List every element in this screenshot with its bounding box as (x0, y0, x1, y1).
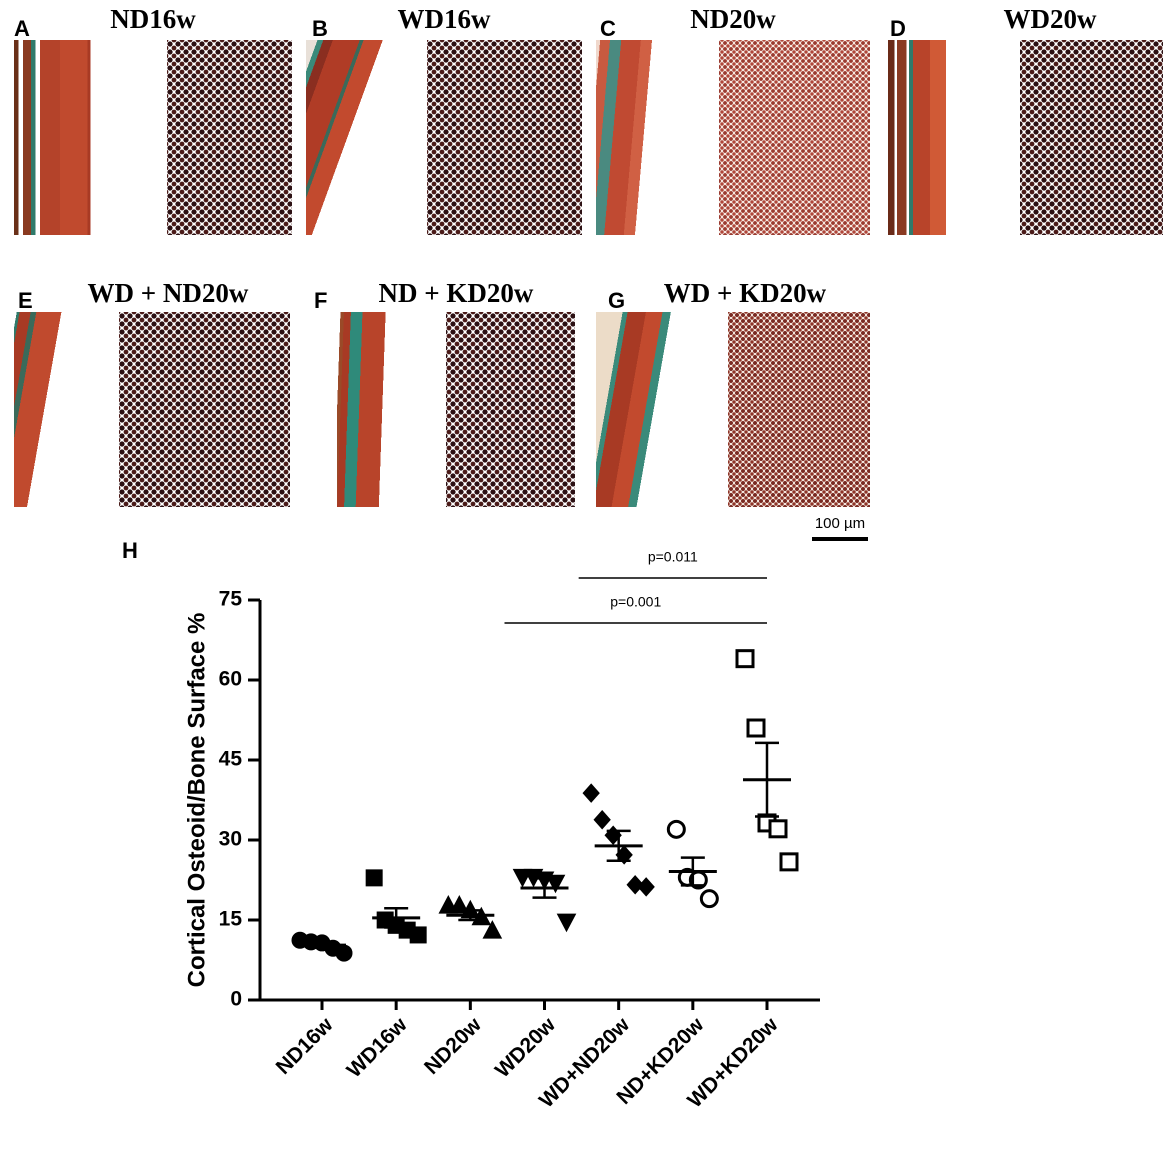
y-tick-label: 60 (219, 668, 242, 691)
data-point (482, 920, 503, 939)
panel-letter: D (890, 16, 906, 41)
cortical-bone (337, 312, 447, 507)
cortical-bone (14, 312, 119, 507)
panel-title: ND + KD20w (379, 278, 534, 308)
histology-image (14, 40, 292, 235)
data-point (582, 783, 600, 803)
data-point (735, 649, 755, 669)
cortical-bone (596, 40, 720, 235)
panel-letter: H (122, 538, 138, 563)
cortical-bone (14, 40, 167, 235)
histology-image (596, 40, 870, 235)
cortical-bone (596, 312, 728, 507)
panel-title: ND16w (110, 4, 196, 34)
data-point (409, 926, 427, 944)
p-value: p=0.001 (610, 594, 661, 610)
x-tick-label: WD16w (343, 1013, 413, 1083)
histology-image (14, 312, 290, 507)
panel-title: WD + ND20w (88, 278, 249, 308)
data-point (637, 877, 655, 897)
histology-image (596, 312, 870, 507)
data-point (626, 875, 644, 895)
data-point (746, 718, 766, 738)
panel-letter: C (600, 16, 616, 41)
data-point (666, 819, 686, 839)
panel-letter: F (314, 288, 327, 313)
panel-letter: A (14, 16, 30, 41)
histology-image (306, 40, 582, 235)
x-tick-label: WD20w (491, 1013, 561, 1083)
data-point (779, 852, 799, 872)
panel-title: WD16w (398, 4, 491, 34)
data-point (699, 889, 719, 909)
panel-title: WD20w (1004, 4, 1097, 34)
y-tick-label: 75 (219, 588, 243, 611)
histology-image (888, 40, 1163, 235)
y-tick-label: 30 (219, 828, 242, 851)
data-point (593, 809, 611, 830)
p-value: p=0.011 (648, 549, 698, 565)
panel-letter: B (312, 16, 328, 41)
cortical-bone (306, 40, 428, 235)
cortical-bone (888, 40, 1020, 235)
histology-image (337, 312, 575, 507)
y-tick-label: 0 (230, 988, 242, 1011)
panel-letter: G (608, 288, 625, 313)
data-point (768, 819, 788, 839)
panel-letter: E (18, 288, 33, 313)
panel-title: ND20w (690, 4, 776, 34)
y-axis-label: Cortical Osteoid/Bone Surface % (183, 613, 210, 988)
x-tick-label: ND20w (420, 1013, 486, 1079)
data-point (449, 894, 470, 914)
data-point (365, 869, 383, 887)
data-point (556, 913, 577, 933)
x-tick-label: ND16w (272, 1013, 338, 1079)
scale-bar-label: 100 µm (815, 515, 865, 532)
data-point (335, 944, 353, 962)
y-tick-label: 15 (219, 908, 243, 931)
panel-title: WD + KD20w (664, 278, 827, 308)
y-tick-label: 45 (219, 748, 243, 771)
